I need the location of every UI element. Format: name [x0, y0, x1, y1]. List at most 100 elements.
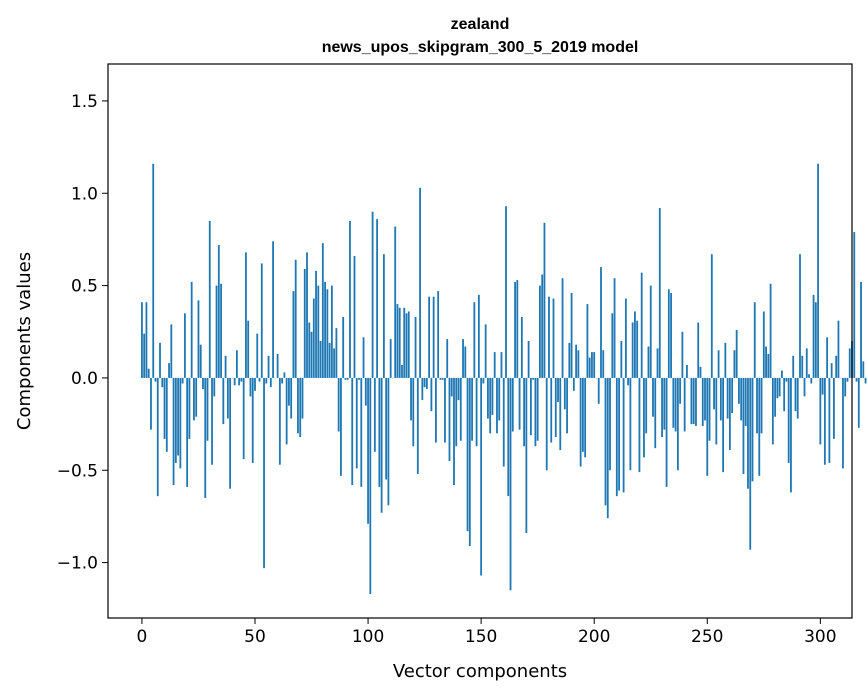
bar-component-125 [423, 377, 426, 388]
bar-component-55 [265, 377, 268, 384]
bar-component-193 [577, 350, 580, 378]
bar-component-123 [419, 187, 421, 378]
bar-component-266 [742, 377, 745, 474]
bar-component-12 [168, 363, 170, 378]
bar-component-223 [645, 377, 648, 434]
bar-component-129 [432, 296, 435, 378]
x-axis-label: Vector components [393, 661, 567, 682]
bar-component-291 [799, 254, 801, 378]
x-tick-label: 0 [137, 627, 148, 647]
bar-component-262 [733, 350, 736, 378]
bar-component-143 [464, 346, 467, 378]
bar-component-11 [165, 377, 168, 452]
bar-component-95 [355, 377, 358, 469]
bar-component-114 [398, 307, 401, 378]
y-tick-label: 0.0 [71, 369, 98, 389]
bar-component-167 [518, 377, 521, 430]
bar-component-24 [195, 377, 198, 417]
bar-component-172 [529, 377, 532, 436]
bar-component-72 [303, 268, 306, 378]
bar-component-133 [441, 377, 444, 380]
y-tick-label: −0.5 [57, 461, 98, 481]
bar-component-157 [496, 377, 498, 434]
bar-component-276 [765, 346, 767, 378]
bar-component-240 [683, 377, 686, 432]
bar-component-281 [776, 377, 779, 399]
bar-component-82 [326, 289, 329, 378]
bar-component-306 [833, 377, 835, 439]
bar-component-271 [753, 302, 756, 378]
bar-component-128 [430, 377, 433, 412]
bar-component-113 [396, 304, 399, 378]
bar-component-216 [629, 377, 632, 471]
bars-group [141, 163, 867, 594]
bar-component-231 [663, 377, 666, 430]
bar-component-47 [247, 320, 250, 378]
bar-component-154 [489, 377, 492, 434]
bar-component-96 [358, 377, 360, 380]
bar-component-225 [649, 285, 652, 378]
bar-component-83 [328, 342, 331, 378]
bar-component-298 [814, 302, 817, 378]
bar-component-92 [349, 220, 351, 378]
bar-component-18 [181, 377, 184, 384]
axes-frame [107, 63, 853, 619]
bar-component-252 [710, 254, 713, 378]
bar-component-228 [656, 348, 659, 378]
bar-component-208 [611, 313, 614, 378]
bar-component-212 [620, 341, 623, 378]
bar-component-173 [532, 377, 535, 380]
bar-component-249 [704, 377, 706, 421]
bar-component-200 [593, 352, 596, 378]
bar-component-93 [351, 377, 354, 486]
bar-component-119 [410, 377, 412, 421]
bar-component-104 [376, 219, 379, 378]
bar-component-109 [387, 377, 390, 506]
bar-component-257 [722, 377, 725, 473]
bar-component-2 [145, 302, 148, 378]
bar-component-259 [726, 377, 729, 419]
bar-component-213 [622, 377, 625, 493]
x-tick-label: 150 [465, 627, 497, 647]
bar-component-237 [676, 377, 679, 471]
bar-component-296 [810, 377, 813, 384]
bar-component-177 [541, 274, 544, 378]
bar-component-280 [774, 377, 777, 417]
bar-component-198 [588, 357, 591, 378]
bar-component-6 [154, 377, 157, 382]
bar-component-147 [473, 302, 476, 378]
bar-component-56 [267, 355, 270, 378]
bar-component-108 [385, 377, 388, 480]
bar-component-234 [670, 292, 672, 378]
bar-component-299 [817, 163, 819, 378]
bar-component-316 [855, 377, 858, 382]
bar-component-283 [780, 370, 783, 378]
bar-component-211 [618, 377, 620, 491]
bar-component-241 [686, 365, 688, 378]
bar-component-76 [312, 298, 315, 378]
bar-component-182 [552, 298, 555, 378]
bar-component-218 [634, 311, 636, 378]
bar-component-289 [794, 377, 797, 412]
bar-component-217 [631, 322, 634, 378]
bar-component-88 [340, 377, 342, 476]
bar-component-260 [728, 377, 731, 450]
bar-component-41 [233, 377, 236, 386]
x-tick-label: 100 [352, 627, 384, 647]
bar-component-226 [652, 377, 654, 417]
bar-component-139 [455, 377, 458, 447]
bar-component-250 [706, 377, 709, 476]
bar-component-292 [801, 355, 804, 378]
bar-component-33 [215, 285, 218, 378]
bar-component-122 [416, 377, 419, 474]
bar-component-101 [369, 377, 372, 594]
bar-component-131 [437, 291, 440, 378]
x-tick-label: 250 [691, 627, 723, 647]
bar-component-305 [830, 363, 833, 378]
bar-component-25 [197, 300, 200, 378]
bar-component-94 [353, 256, 356, 378]
bar-component-120 [412, 377, 415, 447]
bar-component-302 [823, 377, 826, 465]
bar-component-275 [762, 311, 765, 378]
